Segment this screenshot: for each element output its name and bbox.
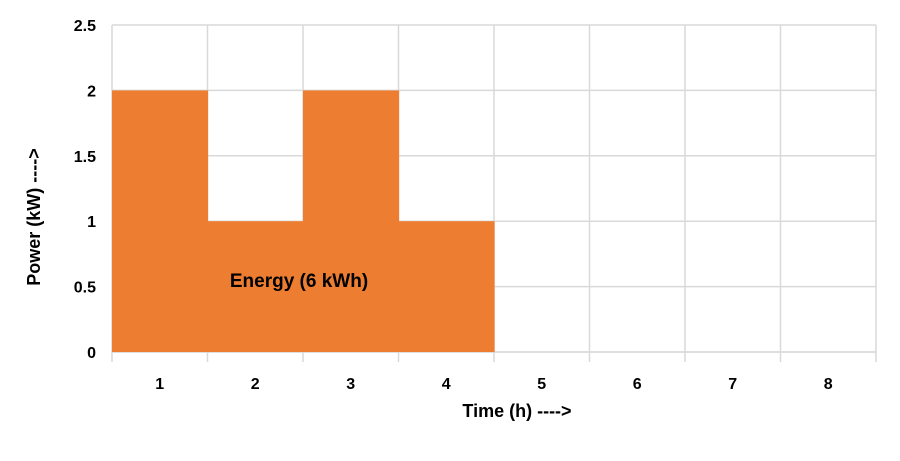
x-axis-title: Time (h) ----> [462, 401, 571, 421]
bar-3 [303, 90, 400, 353]
x-tick-label: 4 [442, 376, 451, 393]
x-tick-label: 2 [251, 376, 260, 393]
energy-annotation: Energy (6 kWh) [230, 271, 368, 292]
y-axis-title: Power (kW) ----> [24, 148, 44, 286]
x-tick-label: 6 [633, 376, 642, 393]
x-tick-label: 8 [824, 376, 833, 393]
bar-1 [112, 90, 209, 353]
bar-4 [398, 221, 495, 352]
bar-2 [207, 221, 304, 352]
y-tick-label: 1.5 [74, 149, 96, 166]
chart-bars [112, 90, 495, 353]
y-tick-label: 2.5 [74, 18, 96, 35]
x-tick-label: 3 [346, 376, 355, 393]
y-tick-label: 0.5 [74, 280, 96, 297]
y-axis-ticks: 0 0.5 1 1.5 2 2.5 [74, 18, 96, 362]
x-axis-ticks: 1 2 3 4 5 6 7 8 [155, 376, 833, 393]
y-tick-label: 1 [87, 214, 96, 231]
y-tick-label: 0 [87, 345, 96, 362]
x-tick-label: 5 [537, 376, 546, 393]
x-tick-label: 7 [728, 376, 737, 393]
y-tick-label: 2 [87, 83, 96, 100]
x-tick-label: 1 [155, 376, 164, 393]
